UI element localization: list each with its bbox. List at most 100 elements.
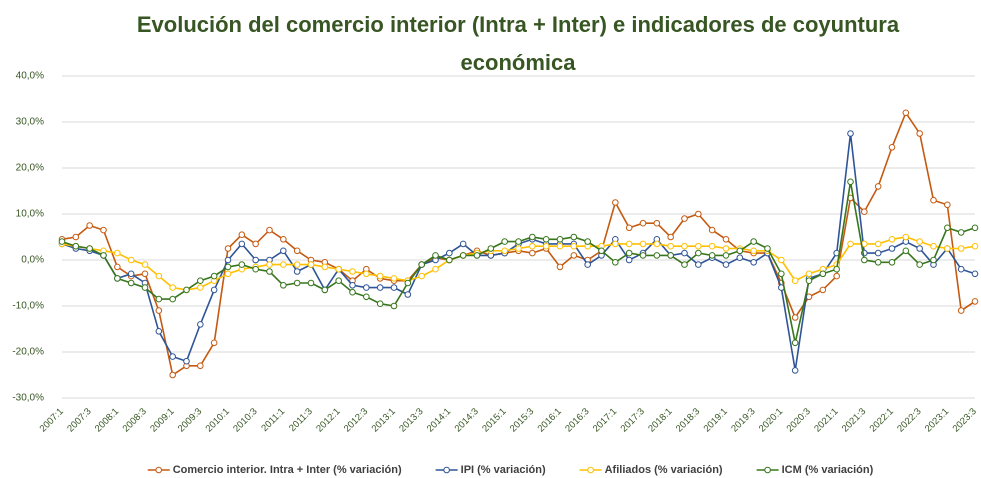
x-tick-label: 2009:3 bbox=[176, 406, 204, 434]
data-point bbox=[916, 261, 923, 268]
data-point bbox=[971, 270, 979, 278]
data-point bbox=[529, 233, 536, 241]
data-point bbox=[293, 279, 301, 287]
data-point bbox=[266, 261, 273, 268]
data-point bbox=[944, 201, 951, 209]
data-point bbox=[819, 286, 827, 294]
data-point bbox=[114, 249, 121, 257]
data-point bbox=[750, 259, 757, 266]
data-point bbox=[72, 242, 80, 250]
data-point bbox=[307, 261, 315, 268]
legend-label: IPI (% variación) bbox=[461, 464, 546, 476]
data-point bbox=[861, 208, 868, 215]
y-tick-label: 0,0% bbox=[21, 255, 44, 266]
data-point bbox=[639, 252, 647, 259]
x-tick-label: 2021:1 bbox=[812, 406, 840, 434]
data-point bbox=[653, 240, 661, 248]
data-point bbox=[293, 261, 301, 268]
data-point bbox=[197, 277, 204, 285]
data-point bbox=[612, 199, 619, 206]
data-point bbox=[169, 371, 176, 379]
data-point bbox=[695, 261, 702, 268]
data-point bbox=[72, 233, 80, 241]
x-tick-label: 2012:1 bbox=[314, 406, 342, 434]
data-point bbox=[930, 242, 937, 250]
data-point bbox=[736, 254, 744, 262]
data-point bbox=[570, 252, 578, 259]
data-point bbox=[874, 240, 882, 248]
data-point bbox=[584, 238, 591, 245]
x-tick-label: 2008:3 bbox=[121, 406, 149, 434]
data-point bbox=[542, 236, 550, 243]
data-point bbox=[791, 339, 799, 347]
data-point bbox=[376, 272, 384, 280]
data-point bbox=[556, 236, 564, 243]
data-point bbox=[390, 284, 398, 291]
data-point bbox=[210, 272, 218, 280]
data-point bbox=[238, 261, 246, 268]
data-point bbox=[944, 245, 951, 252]
data-point bbox=[722, 236, 730, 243]
data-point bbox=[58, 238, 66, 245]
data-point bbox=[529, 242, 536, 250]
data-point bbox=[293, 268, 301, 275]
data-point bbox=[127, 256, 135, 264]
data-point bbox=[432, 265, 439, 273]
data-point bbox=[681, 261, 688, 268]
data-point bbox=[155, 272, 163, 280]
x-tick-label: 2014:3 bbox=[453, 406, 481, 434]
x-tick-label: 2016:3 bbox=[563, 406, 591, 434]
data-point bbox=[695, 242, 702, 250]
data-point bbox=[86, 245, 93, 252]
data-point bbox=[376, 284, 384, 291]
data-point bbox=[266, 226, 273, 234]
x-tick-label: 2023:3 bbox=[951, 406, 979, 434]
data-point bbox=[888, 236, 896, 243]
data-point bbox=[252, 256, 259, 264]
x-tick-label: 2012:3 bbox=[342, 406, 370, 434]
data-point bbox=[681, 215, 688, 222]
data-point bbox=[957, 265, 965, 273]
data-point bbox=[957, 245, 965, 252]
legend-label: Comercio interior. Intra + Inter (% vari… bbox=[173, 464, 402, 476]
data-point bbox=[100, 252, 107, 259]
data-point bbox=[791, 277, 799, 285]
data-point bbox=[280, 236, 287, 243]
data-point bbox=[971, 224, 979, 232]
data-point bbox=[169, 295, 176, 303]
data-point bbox=[197, 321, 204, 328]
x-tick-label: 2007:1 bbox=[38, 406, 66, 434]
data-point bbox=[141, 270, 149, 278]
data-point bbox=[957, 307, 965, 314]
x-tick-label: 2008:1 bbox=[93, 406, 121, 434]
data-point bbox=[155, 307, 163, 314]
data-point bbox=[736, 247, 744, 255]
data-point bbox=[100, 226, 107, 234]
x-tick-label: 2020:3 bbox=[785, 406, 813, 434]
data-point bbox=[930, 196, 937, 204]
data-point bbox=[750, 238, 757, 245]
legend-marker bbox=[764, 466, 771, 474]
x-tick-label: 2015:1 bbox=[480, 406, 508, 434]
data-point bbox=[833, 272, 840, 280]
x-tick-label: 2015:3 bbox=[508, 406, 536, 434]
data-point bbox=[833, 265, 840, 273]
data-point bbox=[847, 240, 854, 248]
data-point bbox=[902, 233, 910, 241]
x-tick-label: 2021:3 bbox=[840, 406, 868, 434]
series-line bbox=[61, 181, 976, 343]
data-point bbox=[432, 252, 439, 259]
x-tick-label: 2018:3 bbox=[674, 406, 702, 434]
data-point bbox=[515, 245, 522, 252]
chart-title: Evolución del comercio interior (Intra +… bbox=[136, 12, 900, 75]
legend-marker bbox=[443, 466, 450, 474]
data-point bbox=[363, 284, 370, 291]
data-point bbox=[141, 261, 149, 268]
data-point bbox=[888, 144, 896, 151]
x-tick-label: 2013:1 bbox=[370, 406, 398, 434]
data-point bbox=[695, 249, 702, 257]
data-point bbox=[197, 362, 204, 370]
legend-label: ICM (% variación) bbox=[782, 464, 874, 476]
data-point bbox=[349, 268, 356, 275]
